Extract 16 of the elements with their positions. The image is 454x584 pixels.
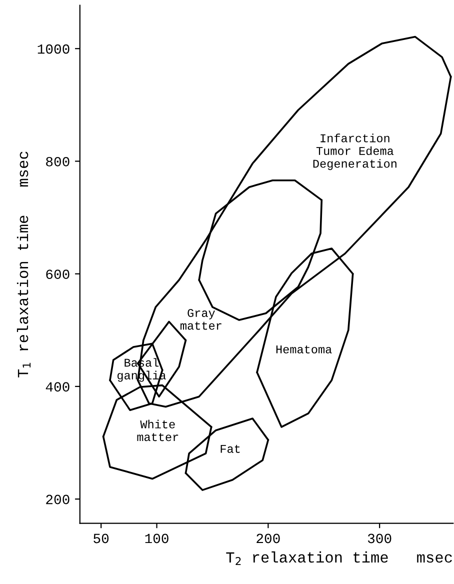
series-label: White matter	[137, 420, 178, 442]
x-axis-title: T$_{2}$ relaxation time msec	[226, 551, 452, 565]
text: Infarction Tumor Edema Degeneration	[313, 134, 396, 170]
y-tick-label: 200	[46, 494, 70, 504]
x-tick-label: 50	[94, 534, 109, 544]
x-tick-label: 100	[145, 534, 168, 544]
y-tick-label: 600	[46, 270, 70, 279]
series-label: Hematoma	[276, 345, 332, 354]
y-axis-title: T$_{1}$ relaxation time msec	[16, 152, 31, 378]
series-label: Gray matter	[180, 309, 222, 330]
y-tick-label: 800	[46, 156, 70, 166]
series-label: Fat	[220, 444, 240, 453]
x-tick-label: 200	[256, 534, 280, 544]
x-tick-label: 300	[368, 534, 392, 544]
y-tick-label: 1000	[38, 44, 70, 54]
y-tick-label: 400	[46, 382, 70, 392]
